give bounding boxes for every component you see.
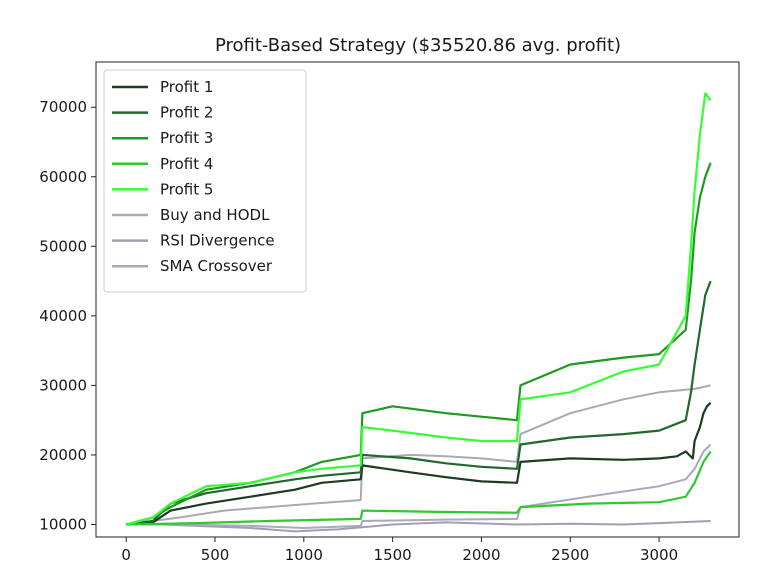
x-tick-label: 2000 [462,546,500,564]
y-tick-label: 10000 [39,515,87,533]
legend-label: Profit 2 [160,104,213,122]
legend-label: SMA Crossover [160,257,273,275]
y-tick-label: 30000 [39,376,87,394]
series-line-1 [126,402,712,526]
series-line-8 [126,443,712,529]
series-line-6 [126,384,711,526]
series-line-2 [126,280,712,526]
y-tick-label: 70000 [39,98,87,116]
legend-box [103,69,307,293]
series-layer [125,92,712,533]
chart-title: Profit-Based Strategy ($35520.86 avg. pr… [215,35,621,56]
y-tick-label: 60000 [39,168,87,186]
legend-label: Profit 5 [160,180,213,198]
ticks-layer: 0 500 1000 1500 2000 2500 3000 10000 20000 30000 4… [39,98,678,564]
x-tick-label: 500 [201,546,230,564]
y-tick-label: 20000 [39,446,87,464]
x-tick-label: 0 [121,546,131,564]
y-tick-label: 50000 [39,237,87,255]
legend-label: Buy and HODL [160,206,270,224]
series-line-4 [126,450,712,526]
series-line-5 [125,92,712,526]
legend-label: Profit 1 [160,78,213,96]
x-tick-label: 2500 [551,546,589,564]
x-tick-label: 1000 [285,546,323,564]
legend: Profit 1 Profit 2 Profit 3 Profit 4 Profit 5… [103,69,307,293]
legend-label: Profit 3 [160,129,213,147]
y-tick-label: 40000 [39,307,87,325]
legend-label: RSI Divergence [160,232,275,250]
series-line-7 [126,520,711,533]
legend-label: Profit 4 [160,155,213,173]
series-line-3 [125,162,712,526]
x-tick-label: 1500 [374,546,412,564]
x-tick-label: 3000 [640,546,678,564]
